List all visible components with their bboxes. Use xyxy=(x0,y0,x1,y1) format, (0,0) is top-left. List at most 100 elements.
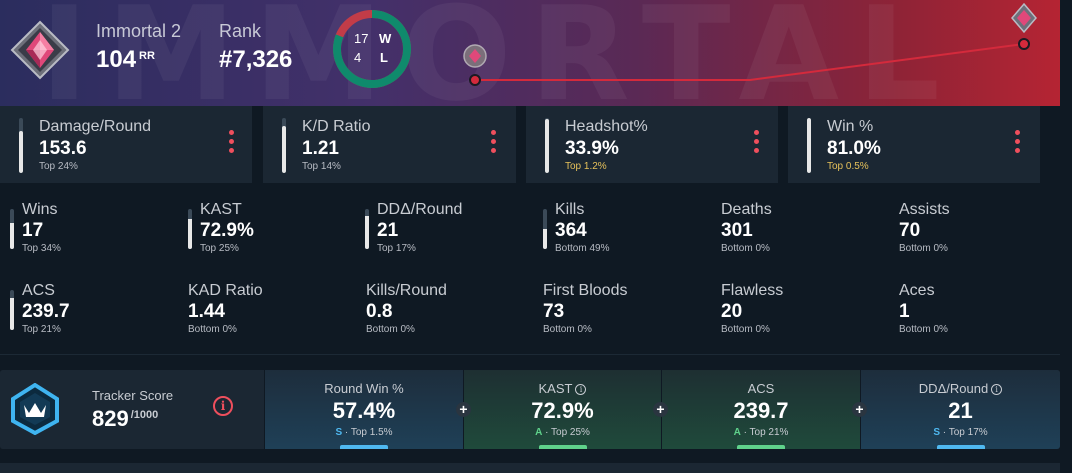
cell-percentile: Top 17% xyxy=(948,427,988,438)
more-options-icon[interactable] xyxy=(754,130,760,156)
score-cell-acs[interactable]: ACS 239.7 A · Top 21% xyxy=(661,370,860,449)
cell-percentile: Top 1.5% xyxy=(350,427,393,438)
cell-label-wrap: DDΔ/Round i xyxy=(861,381,1060,396)
stat-wins: Wins 17 Top 34% xyxy=(10,201,192,261)
losses-count: 4 xyxy=(354,50,362,65)
stat-card-win-percent[interactable]: Win % 81.0% Top 0.5% xyxy=(788,106,1040,183)
stat-percentile: Bottom 49% xyxy=(555,243,610,254)
stat-flawless: Flawless 20 Bottom 0% xyxy=(721,282,891,342)
cell-percentile: Top 25% xyxy=(551,427,590,438)
tracker-score-summary: Tracker Score 829/1000 i xyxy=(0,370,264,449)
stat-percentile: Top 17% xyxy=(377,243,416,254)
stat-value: 70 xyxy=(899,220,921,241)
cell-label: KAST xyxy=(538,381,573,396)
score-cell-dd-delta[interactable]: DDΔ/Round i 21 S · Top 17% xyxy=(860,370,1060,449)
card-label: Headshot% xyxy=(565,118,648,135)
stat-label: Aces xyxy=(899,282,935,299)
percentile-bar xyxy=(188,209,192,249)
stat-value: 301 xyxy=(721,220,753,241)
rank-label: Rank xyxy=(219,21,262,41)
percentile-bar-fill xyxy=(545,118,549,173)
percentile-bar-fill xyxy=(543,229,547,249)
more-options-icon[interactable] xyxy=(229,130,235,156)
stat-card-damage-round[interactable]: Damage/Round 153.6 Top 24% xyxy=(0,106,252,183)
losses-label: L xyxy=(380,50,388,65)
stat-percentile: Top 34% xyxy=(22,243,61,254)
stat-label: Kills xyxy=(555,201,585,218)
add-compare-button[interactable]: + xyxy=(456,402,471,417)
percentile-bar xyxy=(365,209,369,249)
cell-value: 57.4% xyxy=(332,398,396,423)
cell-label: ACS xyxy=(747,381,775,396)
stat-percentile: Bottom 0% xyxy=(899,243,948,254)
stat-percentile: Bottom 0% xyxy=(366,324,415,335)
score-cell-round-win[interactable]: Round Win % 57.4% S · Top 1.5% xyxy=(264,370,463,449)
stat-label: ACS xyxy=(22,282,55,299)
stat-percentile: Bottom 0% xyxy=(721,324,770,335)
cell-label-wrap: KAST i xyxy=(464,381,661,396)
score-cell-kast[interactable]: KAST i 72.9% A · Top 25% xyxy=(463,370,661,449)
stat-value: 0.8 xyxy=(366,301,393,322)
stat-value: 364 xyxy=(555,220,587,241)
rr-number: 104 xyxy=(96,46,137,73)
stat-percentile: Bottom 0% xyxy=(721,243,770,254)
percentile-bar-fill xyxy=(19,131,23,173)
tracker-score-max: /1000 xyxy=(130,409,159,421)
cell-indicator xyxy=(340,445,388,449)
more-options-icon[interactable] xyxy=(491,130,497,156)
tracker-score-value: 829/1000 xyxy=(92,406,158,432)
stat-deaths: Deaths 301 Bottom 0% xyxy=(721,201,891,261)
tier-watermark: IMMORTAL xyxy=(40,0,958,106)
card-percentile: Top 1.2% xyxy=(565,161,607,172)
percentile-bar xyxy=(10,209,14,249)
stat-assists: Assists 70 Bottom 0% xyxy=(899,201,1069,261)
stat-kast: KAST 72.9% Top 25% xyxy=(188,201,370,261)
stat-value: 1 xyxy=(899,301,910,322)
card-value: 81.0% xyxy=(827,138,881,159)
wins-label: W xyxy=(379,31,392,46)
tracker-score-panel: Tracker Score 829/1000 i Round Win % 57.… xyxy=(0,370,1060,449)
card-label: Win % xyxy=(827,118,874,135)
card-percentile: Top 24% xyxy=(39,161,78,172)
stat-value: 21 xyxy=(377,220,399,241)
percentile-bar xyxy=(545,118,549,173)
leaderboard-rank: #7,326 xyxy=(219,46,293,73)
info-icon[interactable]: i xyxy=(991,384,1003,395)
rr-line xyxy=(475,43,1025,81)
cell-indicator xyxy=(737,445,785,449)
stat-label: DDΔ/Round xyxy=(377,201,463,218)
stat-percentile: Top 25% xyxy=(200,243,239,254)
cell-rank: S · Top 1.5% xyxy=(265,427,463,438)
stat-label: Flawless xyxy=(721,282,784,299)
more-options-icon[interactable] xyxy=(1015,130,1021,156)
add-compare-button[interactable]: + xyxy=(852,402,867,417)
stat-percentile: Top 21% xyxy=(22,324,61,335)
rank-icon-start xyxy=(463,44,487,68)
percentile-bar-fill xyxy=(282,125,286,173)
stat-card-headshot[interactable]: Headshot% 33.9% Top 1.2% xyxy=(526,106,778,183)
cell-value: 21 xyxy=(948,398,973,423)
win-arc xyxy=(333,10,411,88)
cell-indicator xyxy=(538,445,587,449)
card-percentile: Top 0.5% xyxy=(827,161,869,172)
stat-percentile: Bottom 0% xyxy=(188,324,237,335)
stat-card-kd-ratio[interactable]: K/D Ratio 1.21 Top 14% xyxy=(263,106,516,183)
tier-name: Immortal 2 xyxy=(96,21,182,41)
info-icon[interactable]: i xyxy=(575,384,587,395)
wins-count: 17 xyxy=(354,31,369,46)
card-value: 1.21 xyxy=(302,138,339,159)
win-loss-ring xyxy=(333,10,411,88)
card-percentile: Top 14% xyxy=(302,161,341,172)
info-icon[interactable]: i xyxy=(213,396,233,416)
add-compare-button[interactable]: + xyxy=(653,402,668,417)
cell-value: 72.9% xyxy=(531,398,594,423)
percentile-bar-fill xyxy=(365,215,369,249)
stat-kills-round: Kills/Round 0.8 Bottom 0% xyxy=(366,282,536,342)
stat-label: KAD Ratio xyxy=(188,282,263,299)
card-value: 153.6 xyxy=(39,138,87,159)
stat-aces: Aces 1 Bottom 0% xyxy=(899,282,1069,342)
stat-acs: ACS 239.7 Top 21% xyxy=(10,282,192,342)
stat-value: 239.7 xyxy=(22,301,70,322)
tier-separator: · xyxy=(940,427,949,438)
percentile-bar-fill xyxy=(10,298,14,330)
